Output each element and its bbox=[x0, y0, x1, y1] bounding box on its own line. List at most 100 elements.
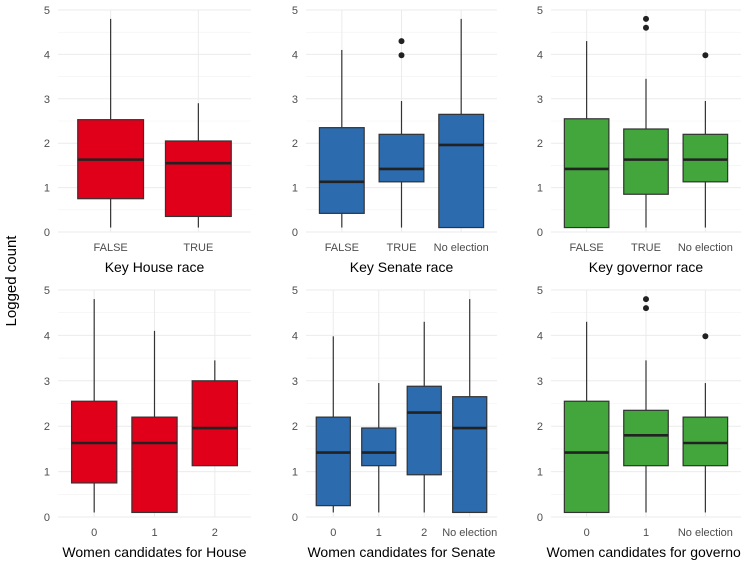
y-tick-label: 5 bbox=[537, 285, 543, 297]
boxplot-false bbox=[563, 41, 610, 229]
y-tick-label: 4 bbox=[537, 330, 543, 342]
x-tick-label: FALSE bbox=[94, 242, 128, 254]
y-tick-label: 1 bbox=[292, 467, 298, 479]
y-tick-label: 4 bbox=[537, 49, 543, 61]
x-axis-title: Women candidates for governor bbox=[547, 544, 741, 560]
y-tick-label: 5 bbox=[44, 285, 50, 297]
boxplot-2 bbox=[191, 360, 239, 467]
y-tick-label: 0 bbox=[44, 227, 50, 239]
box bbox=[452, 396, 488, 514]
y-tick-label: 0 bbox=[44, 512, 50, 524]
boxplot-no-election bbox=[452, 299, 488, 514]
y-tick-label: 1 bbox=[537, 467, 543, 479]
y-tick-label: 3 bbox=[537, 376, 543, 388]
panel-2: 0 1 2 3 4 5 FALSE TRUE No election Key Senate rac… bbox=[292, 5, 497, 275]
box bbox=[318, 127, 365, 214]
box bbox=[563, 118, 610, 229]
x-axis-title: Key governor race bbox=[589, 259, 704, 275]
box bbox=[406, 385, 442, 476]
x-tick-label: TRUE bbox=[183, 242, 213, 254]
box bbox=[682, 133, 729, 183]
boxplot-0 bbox=[70, 299, 118, 513]
boxplot-0 bbox=[315, 336, 351, 513]
panel-6: 0 1 2 3 4 5 0 1 No election Women candidates for … bbox=[537, 285, 741, 560]
boxplot-no-election bbox=[438, 18, 485, 229]
y-tick-label: 2 bbox=[44, 421, 50, 433]
y-tick-label: 0 bbox=[292, 512, 298, 524]
y-tick-label: 2 bbox=[44, 138, 50, 150]
boxplot-true bbox=[623, 15, 669, 228]
boxplot-1 bbox=[623, 296, 669, 513]
panel-5: 0 1 2 3 4 5 0 1 2 No election Women candidates for… bbox=[292, 285, 497, 560]
x-tick-label: 0 bbox=[330, 527, 336, 539]
y-tick-label: 1 bbox=[44, 183, 50, 195]
y-tick-label: 3 bbox=[537, 94, 543, 106]
x-tick-label: TRUE bbox=[631, 242, 661, 254]
outlier-point bbox=[643, 305, 649, 312]
y-tick-label: 3 bbox=[44, 94, 50, 106]
y-axis-title: Logged count bbox=[3, 235, 20, 327]
outlier-point bbox=[643, 296, 649, 303]
y-tick-label: 2 bbox=[292, 421, 298, 433]
x-tick-label: 1 bbox=[376, 527, 382, 539]
y-tick-label: 0 bbox=[537, 512, 543, 524]
y-tick-label: 1 bbox=[44, 467, 50, 479]
box bbox=[378, 133, 425, 183]
x-axis-title: Key Senate race bbox=[350, 259, 454, 275]
y-tick-label: 3 bbox=[292, 94, 298, 106]
boxplot-1 bbox=[361, 383, 397, 513]
x-tick-label: FALSE bbox=[570, 242, 604, 254]
boxplot-no-election bbox=[682, 333, 729, 513]
boxplot-2 bbox=[406, 321, 442, 513]
boxplot-no-election bbox=[682, 52, 729, 228]
y-tick-label: 5 bbox=[537, 5, 543, 17]
boxplot-0 bbox=[563, 321, 610, 514]
y-tick-label: 4 bbox=[44, 49, 50, 61]
x-tick-label: No election bbox=[442, 527, 497, 539]
box bbox=[623, 128, 669, 195]
boxplot-true bbox=[164, 103, 232, 228]
y-tick-label: 1 bbox=[537, 183, 543, 195]
x-tick-label: TRUE bbox=[387, 242, 417, 254]
x-tick-label: 1 bbox=[151, 527, 157, 539]
outlier-point bbox=[702, 333, 709, 340]
box bbox=[623, 409, 669, 467]
x-tick-label: FALSE bbox=[325, 242, 359, 254]
y-tick-label: 3 bbox=[292, 376, 298, 388]
box bbox=[131, 416, 178, 514]
outlier-point bbox=[643, 15, 649, 22]
y-tick-label: 4 bbox=[292, 330, 298, 342]
y-tick-label: 1 bbox=[292, 183, 298, 195]
y-tick-label: 0 bbox=[292, 227, 298, 239]
x-tick-label: No election bbox=[678, 242, 733, 254]
panel-4: 0 1 2 3 4 5 0 1 2 Women candidates for House bbox=[44, 285, 251, 560]
box bbox=[563, 400, 610, 514]
y-tick-label: 5 bbox=[292, 285, 298, 297]
x-tick-label: No election bbox=[678, 527, 733, 539]
box bbox=[191, 380, 239, 467]
x-tick-label: 2 bbox=[212, 527, 218, 539]
x-tick-label: 0 bbox=[91, 527, 97, 539]
y-tick-label: 2 bbox=[292, 138, 298, 150]
x-tick-label: 0 bbox=[584, 527, 590, 539]
y-tick-label: 5 bbox=[44, 5, 50, 17]
y-tick-label: 2 bbox=[537, 421, 543, 433]
outlier-point bbox=[398, 38, 405, 45]
panel-1: 0 1 2 3 4 5 FALSE TRUE Key House race bbox=[44, 5, 251, 275]
outlier-point bbox=[398, 52, 405, 59]
box bbox=[682, 416, 729, 467]
y-tick-label: 4 bbox=[292, 49, 298, 61]
boxplot-true bbox=[378, 38, 425, 228]
y-tick-label: 5 bbox=[292, 5, 298, 17]
x-tick-label: No election bbox=[434, 242, 489, 254]
x-tick-label: 2 bbox=[421, 527, 427, 539]
x-axis-title: Women candidates for Senate bbox=[307, 544, 495, 560]
x-axis-title: Women candidates for House bbox=[62, 544, 246, 560]
box bbox=[315, 416, 351, 507]
boxplot-false bbox=[77, 18, 145, 228]
x-tick-label: 1 bbox=[643, 527, 649, 539]
x-axis-title: Key House race bbox=[105, 259, 205, 275]
outlier-point bbox=[643, 24, 649, 31]
